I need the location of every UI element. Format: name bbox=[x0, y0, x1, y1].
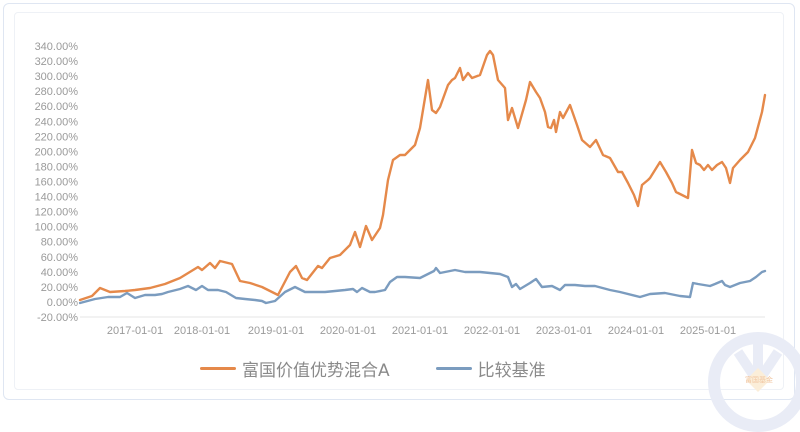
x-tick-label: 2024-01-01 bbox=[608, 325, 664, 337]
y-tick-label: 80.00% bbox=[41, 237, 79, 249]
y-tick-label: 180.00% bbox=[35, 161, 79, 173]
legend-swatch-fund bbox=[200, 366, 236, 370]
x-tick-label: 2022-01-01 bbox=[464, 325, 520, 337]
legend-swatch-benchmark bbox=[435, 366, 472, 370]
y-tick-label: 120.00% bbox=[35, 207, 79, 219]
y-tick-label: 340.00% bbox=[35, 41, 79, 53]
x-tick-label: 2019-01-01 bbox=[248, 325, 304, 337]
chart-inner-frame bbox=[14, 12, 784, 390]
x-tick-label: 2025-01-01 bbox=[680, 325, 736, 337]
y-axis: 340.00% 320.00% 300.00% 280.00% 260.00% 240.0… bbox=[35, 41, 79, 324]
x-tick-label: 2023-01-01 bbox=[536, 325, 592, 337]
x-axis: 2017-01-01 2018-01-01 2019-01-01 2020-01-01… bbox=[107, 325, 736, 337]
y-tick-label: 280.00% bbox=[35, 86, 79, 98]
x-tick-label: 2021-01-01 bbox=[392, 325, 448, 337]
y-tick-label: 40.00% bbox=[41, 267, 79, 279]
series-line-fund[interactable] bbox=[78, 49, 767, 302]
chart-frame bbox=[3, 3, 795, 400]
chart-legend: 富国价值优势混合A 比较基准 bbox=[200, 356, 546, 381]
x-tick-label: 2018-01-01 bbox=[174, 325, 230, 337]
y-tick-label: 320.00% bbox=[35, 56, 79, 68]
y-tick-label: 140.00% bbox=[35, 192, 79, 204]
y-tick-label: 300.00% bbox=[35, 71, 79, 83]
y-tick-label: 240.00% bbox=[35, 116, 79, 128]
y-tick-label: -20.00% bbox=[37, 312, 78, 324]
legend-label-fund: 富国价值优势混合A bbox=[242, 360, 390, 381]
legend-item-benchmark[interactable]: 比较基准 bbox=[435, 356, 546, 381]
watermark-text: 富国基金 bbox=[745, 376, 773, 384]
y-tick-label: 0.00% bbox=[47, 297, 78, 309]
x-tick-label: 2020-01-01 bbox=[320, 325, 376, 337]
y-tick-label: 160.00% bbox=[35, 177, 79, 189]
y-tick-label: 20.00% bbox=[41, 282, 79, 294]
legend-item-fund[interactable]: 富国价值优势混合A bbox=[200, 356, 390, 381]
legend-label-benchmark: 比较基准 bbox=[477, 360, 546, 381]
x-tick-label: 2017-01-01 bbox=[107, 325, 163, 337]
y-tick-label: 60.00% bbox=[41, 252, 79, 264]
y-tick-label: 200.00% bbox=[35, 146, 79, 158]
y-tick-label: 220.00% bbox=[35, 131, 79, 143]
series-group bbox=[78, 49, 767, 305]
y-tick-label: 260.00% bbox=[35, 101, 79, 113]
y-tick-label: 100.00% bbox=[35, 222, 79, 234]
series-line-benchmark[interactable] bbox=[78, 266, 767, 305]
line-chart: 340.00% 320.00% 300.00% 280.00% 260.00% 240.0… bbox=[35, 41, 767, 337]
